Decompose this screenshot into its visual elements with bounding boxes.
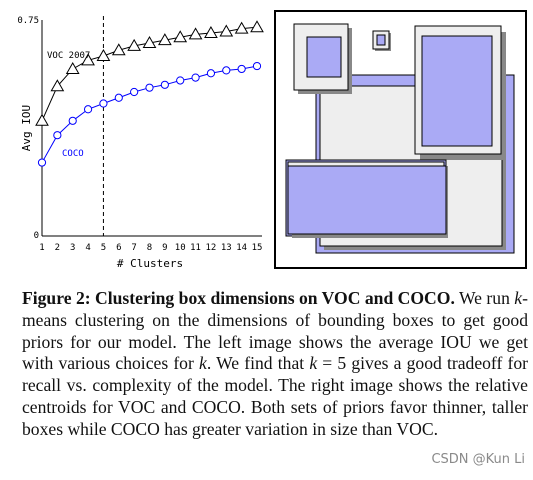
x-tick-label-7: 7	[131, 243, 136, 253]
watermark: CSDN @Kun Li	[431, 452, 525, 467]
coco-box-wide-top	[287, 165, 447, 235]
data-point-voc-3	[65, 61, 80, 74]
data-point-coco-4	[83, 105, 93, 114]
data-point-coco-10	[176, 76, 185, 85]
avg-iou-chart: 0.75 0 Avg IOU # Clusters 1 2 3 4 5 6 7 8 9 10 11 1…	[17, 16, 264, 270]
x-axis-label: # Clusters	[117, 257, 183, 270]
data-point-voc-11	[188, 27, 203, 40]
x-tick-label-14: 14	[236, 243, 247, 253]
data-point-coco-1	[37, 158, 47, 167]
x-tick-label-10: 10	[175, 243, 186, 253]
x-tick-label-9: 9	[162, 243, 167, 253]
x-tick-label-13: 13	[221, 243, 232, 253]
y-axis-label: Avg IOU	[20, 105, 33, 151]
figure-body: We run k-means clustering on the dimensi…	[22, 288, 529, 439]
data-point-coco-11	[191, 73, 200, 82]
legend-coco-label: COCO	[62, 149, 84, 159]
data-point-coco-8	[145, 83, 154, 92]
legend-voc-label: VOC 2007	[47, 51, 90, 61]
x-tick-label-1: 1	[39, 243, 44, 253]
data-point-voc-7	[127, 38, 142, 51]
data-point-voc-12	[204, 25, 218, 38]
data-point-coco-15	[252, 61, 262, 71]
x-tick-label-3: 3	[70, 243, 75, 253]
data-point-voc-5	[96, 48, 111, 61]
data-point-voc-4	[81, 53, 95, 66]
coco-box-square-top	[306, 36, 342, 78]
data-point-voc-10	[173, 30, 188, 43]
data-point-voc-1	[35, 113, 49, 126]
data-point-voc-8	[142, 36, 157, 49]
data-point-coco-3	[68, 116, 77, 125]
series-layer	[35, 20, 264, 167]
data-point-voc-9	[157, 33, 172, 46]
data-point-coco-13	[222, 66, 231, 75]
x-tick-label-4: 4	[85, 243, 90, 253]
y-tick-label-top: 0.75	[17, 16, 39, 26]
x-tick-label-11: 11	[190, 243, 201, 253]
x-tick-label-2: 2	[55, 243, 60, 253]
data-point-coco-12	[206, 69, 216, 78]
data-point-voc-13	[219, 24, 234, 37]
figure-caption: Figure 2: Clustering box dimensions on V…	[22, 288, 528, 441]
x-tick-label-15: 15	[252, 243, 263, 253]
series-voc	[35, 20, 264, 126]
figure-title: Clustering box dimensions on VOC and COC…	[95, 288, 455, 308]
figure-label: Figure 2:	[22, 288, 91, 308]
data-point-voc-6	[111, 43, 126, 56]
x-tick-label-12: 12	[206, 243, 217, 253]
data-point-coco-9	[160, 80, 169, 89]
data-point-coco-7	[130, 87, 139, 97]
x-tick-labels: 1 2 3 4 5 6 7 8 9 10 11 12 13 14 15	[39, 243, 262, 253]
data-point-coco-2	[53, 131, 62, 140]
x-tick-label-5: 5	[101, 243, 106, 253]
coco-box-tall-top	[421, 35, 493, 147]
chart-axes	[41, 20, 262, 237]
x-tick-label-6: 6	[116, 243, 121, 253]
coco-box-small-top	[376, 34, 386, 46]
data-point-coco-6	[114, 93, 123, 102]
series-coco	[37, 61, 262, 167]
data-point-voc-2	[50, 79, 65, 92]
data-point-voc-14	[234, 21, 249, 34]
y-tick-label-bottom: 0	[34, 231, 39, 241]
x-tick-label-8: 8	[147, 243, 152, 253]
cluster-centroids-diagram	[274, 10, 527, 269]
data-point-coco-5	[99, 99, 108, 108]
data-point-coco-14	[237, 64, 246, 74]
data-point-voc-15	[250, 20, 264, 33]
